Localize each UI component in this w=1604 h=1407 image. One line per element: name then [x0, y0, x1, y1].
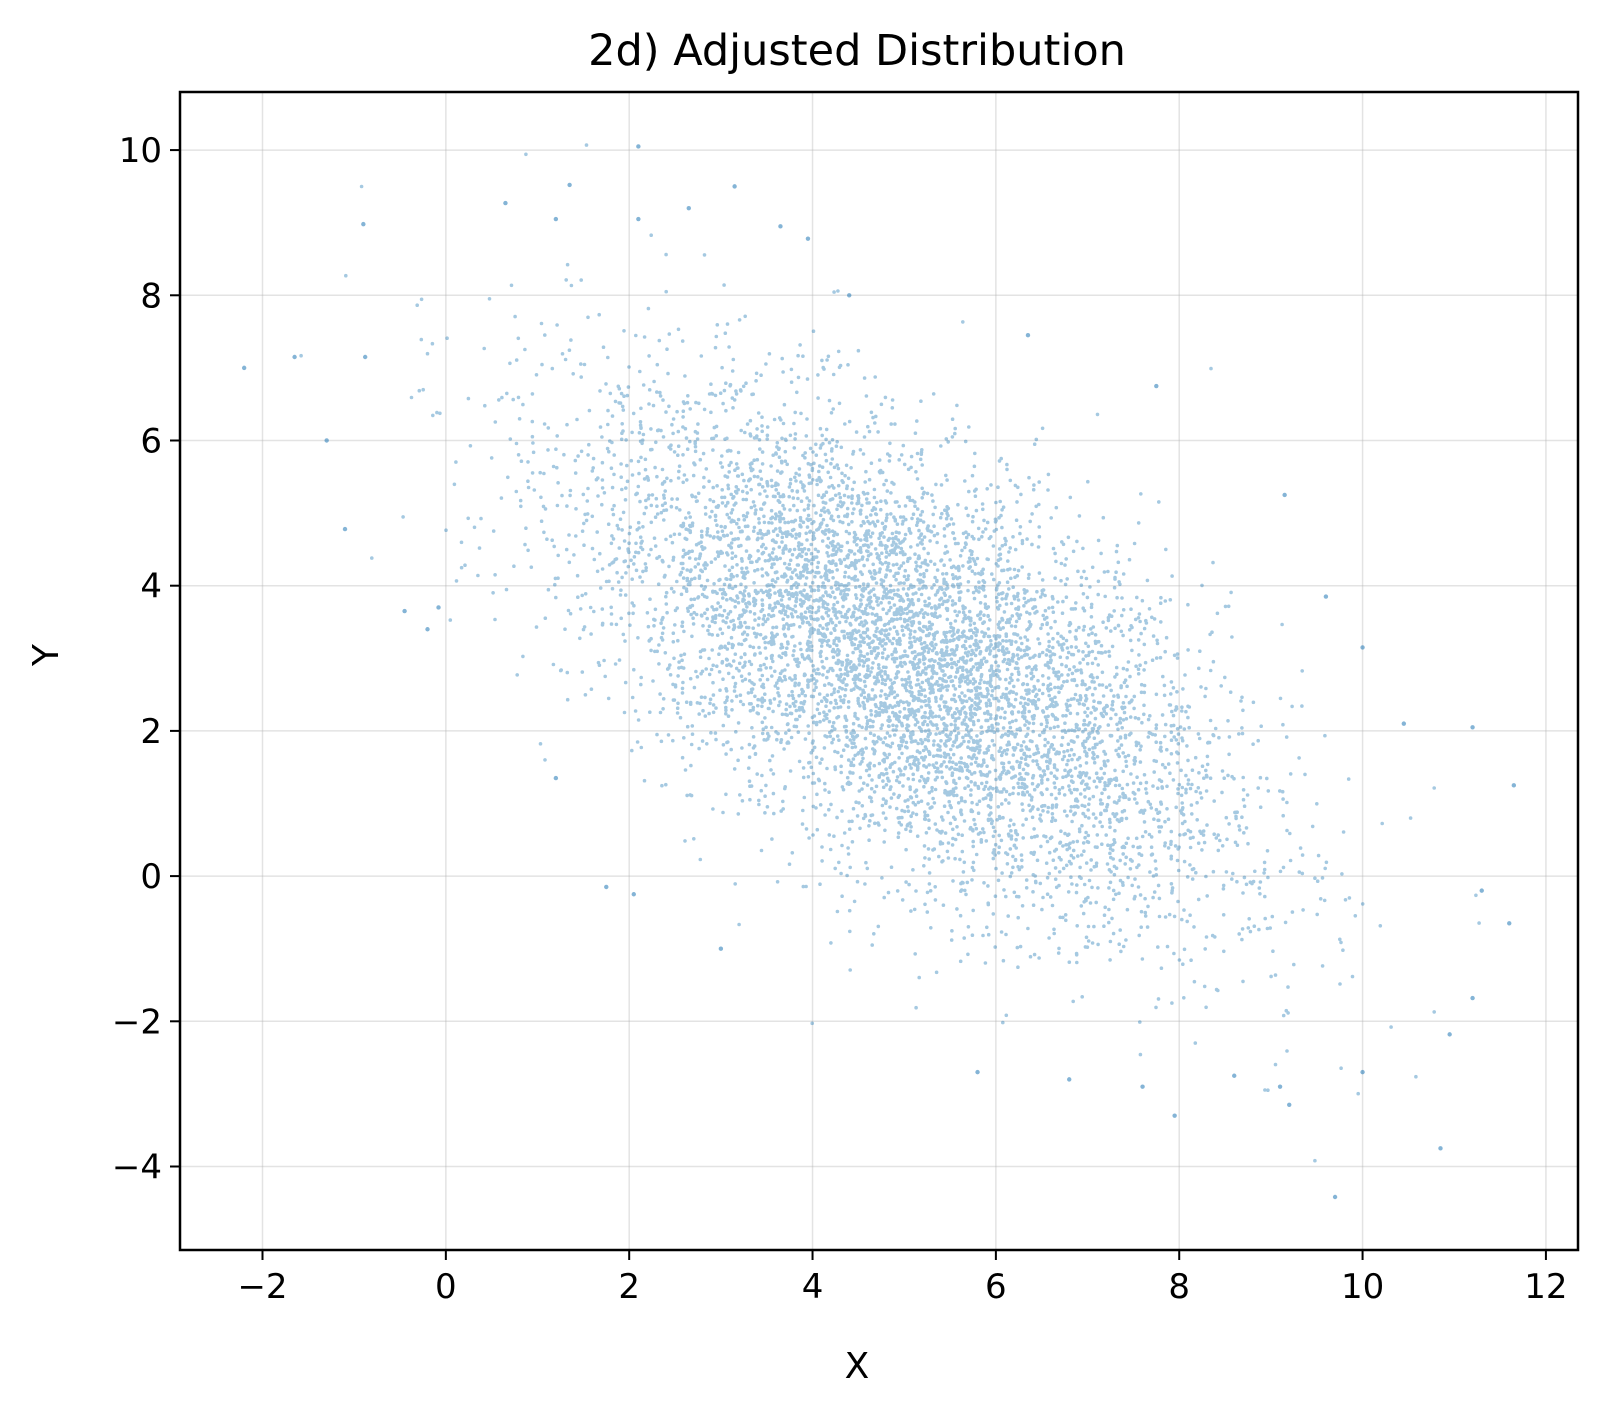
data-point-42 — [553, 775, 559, 781]
grid — [180, 92, 1578, 1250]
data-point-39 — [1277, 1084, 1283, 1089]
data-point-30 — [1438, 1146, 1443, 1151]
y-tick-label-7: 10 — [119, 131, 162, 171]
data-point-24 — [1401, 721, 1407, 726]
data-point-31 — [1332, 1194, 1338, 1200]
data-point-26 — [1511, 783, 1517, 788]
data-point-0 — [241, 365, 247, 371]
plot-frame — [178, 90, 1580, 1252]
data-point-29 — [1470, 995, 1475, 1001]
data-point-36 — [975, 1069, 980, 1075]
x-tick-label-4: 6 — [985, 1267, 1007, 1307]
y-tick-label-0: −4 — [112, 1148, 162, 1188]
data-point-10 — [636, 216, 641, 222]
data-point-22 — [1323, 594, 1329, 599]
data-point-43 — [631, 892, 636, 897]
x-tick-label-7: 12 — [1524, 1267, 1567, 1307]
data-point-9 — [636, 144, 641, 149]
data-point-32 — [1172, 1113, 1177, 1118]
data-point-40 — [1140, 1084, 1145, 1089]
data-point-1 — [292, 354, 297, 360]
x-tick-label-2: 2 — [618, 1267, 640, 1307]
x-tick-label-5: 8 — [1168, 1267, 1190, 1307]
data-point-12 — [732, 184, 737, 189]
data-point-27 — [1479, 888, 1484, 893]
y-tick-label-5: 6 — [140, 421, 162, 461]
data-point-28 — [1507, 921, 1512, 926]
data-point-34 — [1287, 1102, 1292, 1107]
chart-title: 2d) Adjusted Distribution — [588, 26, 1126, 76]
data-point-20 — [1154, 383, 1159, 389]
data-points — [241, 143, 1517, 1200]
data-point-4 — [342, 526, 348, 532]
data-point-19 — [1025, 333, 1031, 338]
data-point-7 — [425, 627, 430, 632]
x-tick-label-0: −2 — [237, 1267, 287, 1307]
x-axis-label: X — [845, 1346, 870, 1387]
data-point-25 — [1470, 725, 1475, 730]
x-tick-label-1: 0 — [435, 1267, 457, 1307]
y-tick-label-4: 4 — [140, 567, 162, 607]
data-point-44 — [604, 884, 609, 890]
y-axis-label: Y — [26, 643, 67, 667]
data-point-14 — [805, 236, 811, 241]
data-point-11 — [567, 182, 572, 188]
axes-frame — [178, 90, 1580, 1252]
y-tick-label-6: 8 — [140, 276, 162, 316]
data-point-21 — [1282, 492, 1287, 498]
y-tick-label-2: 0 — [140, 857, 162, 897]
data-point-2 — [361, 221, 366, 227]
y-tick-label-1: −2 — [112, 1002, 162, 1042]
data-point-13 — [686, 205, 691, 211]
data-point-3 — [362, 354, 368, 360]
x-axis-ticks: −2 0 2 4 6 8 10 12 — [237, 1250, 1568, 1307]
data-point-18 — [847, 293, 852, 298]
data-point-17 — [553, 216, 559, 222]
data-point-41 — [718, 946, 724, 951]
y-axis-ticks: −4 −2 0 2 4 6 8 10 — [112, 131, 180, 1188]
data-point-5 — [324, 438, 329, 443]
data-point-15 — [778, 224, 783, 229]
y-tick-label-3: 2 — [140, 712, 162, 752]
data-point-16 — [503, 200, 508, 206]
data-point-38 — [1232, 1073, 1237, 1078]
data-point-37 — [1067, 1077, 1072, 1082]
x-tick-label-6: 10 — [1341, 1267, 1384, 1307]
data-point-8 — [436, 605, 441, 610]
data-point-35 — [1447, 1032, 1452, 1037]
x-tick-label-3: 4 — [802, 1267, 824, 1307]
data-point-23 — [1360, 645, 1365, 650]
data-point-6 — [402, 608, 407, 614]
data-point-33 — [1360, 1069, 1365, 1075]
